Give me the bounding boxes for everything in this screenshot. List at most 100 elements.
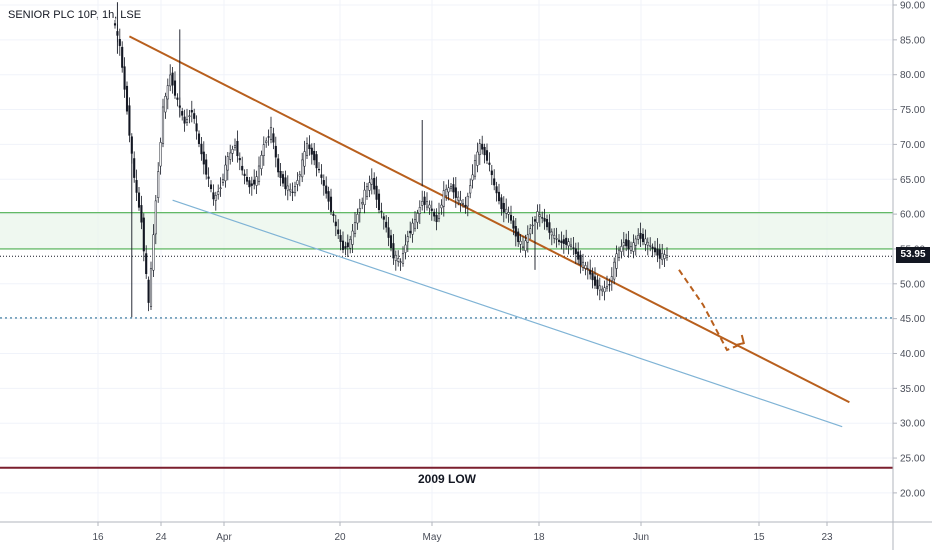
candle-body bbox=[433, 211, 436, 217]
candle-body bbox=[512, 220, 515, 229]
candle-body bbox=[569, 244, 573, 248]
candle-body bbox=[502, 202, 505, 213]
candle-body bbox=[663, 254, 666, 259]
candle-body bbox=[339, 235, 342, 242]
candle-body bbox=[133, 158, 136, 178]
candle-body bbox=[440, 204, 443, 209]
candle-body bbox=[229, 152, 232, 160]
candle-body bbox=[632, 242, 635, 252]
candle-body bbox=[241, 165, 244, 171]
candle-body bbox=[603, 287, 606, 293]
candle-body bbox=[171, 72, 174, 86]
candle-body bbox=[581, 261, 585, 268]
candle-body bbox=[303, 151, 306, 167]
candle-body bbox=[394, 254, 397, 261]
candle-body bbox=[159, 142, 162, 167]
candle-body bbox=[301, 159, 304, 178]
candle-body bbox=[183, 116, 186, 124]
candle-body bbox=[413, 219, 417, 229]
y-tick-label: 85.00 bbox=[900, 35, 925, 46]
candle-body bbox=[161, 106, 165, 144]
x-tick-label: 18 bbox=[533, 532, 545, 543]
candle-body bbox=[409, 230, 412, 234]
candle-body bbox=[574, 248, 577, 255]
candle-body bbox=[481, 143, 484, 150]
candle-body bbox=[205, 159, 208, 175]
candle-body bbox=[389, 235, 393, 249]
candle-body bbox=[281, 174, 285, 184]
candle-body bbox=[399, 261, 402, 263]
candle-body bbox=[649, 245, 652, 247]
candle-body bbox=[212, 192, 215, 200]
candle-body bbox=[442, 190, 445, 207]
y-tick-label: 25.00 bbox=[900, 454, 925, 465]
candle-body bbox=[368, 182, 371, 191]
annotations: 2009 LOW bbox=[418, 472, 477, 486]
zone-fill bbox=[0, 212, 893, 249]
candle-body bbox=[291, 191, 294, 193]
candles bbox=[113, 2, 669, 318]
candle-body bbox=[140, 205, 143, 223]
candle-body bbox=[255, 176, 258, 186]
candle-body bbox=[365, 186, 369, 197]
candle-body bbox=[135, 180, 138, 193]
candle-body bbox=[152, 234, 155, 271]
candle-body bbox=[169, 74, 172, 87]
y-tick-label: 75.00 bbox=[900, 105, 925, 116]
candle-body bbox=[349, 239, 352, 249]
candle-body bbox=[147, 279, 150, 303]
candle-body bbox=[637, 234, 640, 240]
y-tick-label: 50.00 bbox=[900, 279, 925, 290]
candle-body bbox=[193, 113, 196, 119]
candle-body bbox=[250, 183, 253, 186]
candle-body bbox=[334, 221, 337, 227]
candle-body bbox=[452, 184, 455, 193]
price-axis: 90.0085.0080.0075.0070.0065.0060.0055.00… bbox=[892, 0, 925, 550]
candle-body bbox=[478, 143, 481, 156]
candle-body bbox=[142, 217, 145, 252]
candle-body bbox=[236, 140, 239, 157]
x-tick-label: 23 bbox=[821, 532, 833, 543]
candle-body bbox=[363, 189, 366, 206]
candle-body bbox=[435, 215, 438, 223]
candle-body bbox=[257, 165, 261, 182]
candle-body bbox=[653, 247, 657, 253]
candle-body bbox=[128, 105, 131, 136]
candle-body bbox=[454, 187, 457, 198]
candle-body bbox=[488, 162, 491, 165]
candle-body bbox=[265, 140, 268, 143]
horizontal-levels bbox=[0, 255, 893, 469]
candle-body bbox=[598, 285, 601, 291]
candle-body bbox=[651, 246, 654, 249]
candle-body bbox=[315, 154, 318, 169]
candle-body bbox=[209, 184, 213, 189]
candle-body bbox=[411, 222, 414, 235]
candle-body bbox=[267, 136, 270, 138]
candle-body bbox=[188, 115, 191, 117]
x-tick-label: 15 bbox=[753, 532, 765, 543]
candle-body bbox=[572, 247, 575, 249]
candle-body bbox=[591, 273, 594, 281]
candle-body bbox=[584, 265, 587, 269]
candle-body bbox=[428, 204, 431, 209]
candle-body bbox=[385, 221, 388, 228]
candle-body bbox=[202, 151, 205, 165]
candle-body bbox=[164, 96, 167, 113]
candle-body bbox=[253, 179, 256, 185]
candle-body bbox=[457, 196, 460, 201]
candle-body bbox=[519, 240, 522, 245]
x-tick-label: 24 bbox=[155, 532, 167, 543]
symbol-title: SENIOR PLC 10P, 1h, LSE bbox=[6, 8, 144, 22]
candle-body bbox=[157, 171, 160, 198]
candle-body bbox=[531, 224, 534, 227]
candle-body bbox=[560, 240, 563, 243]
candle-body bbox=[605, 286, 609, 289]
candle-body bbox=[483, 147, 486, 156]
candle-body bbox=[553, 234, 556, 239]
candle-body bbox=[634, 238, 637, 246]
candle-body bbox=[418, 207, 421, 214]
candle-body bbox=[541, 217, 544, 219]
candle-body bbox=[176, 97, 179, 100]
candle-body bbox=[471, 174, 474, 181]
